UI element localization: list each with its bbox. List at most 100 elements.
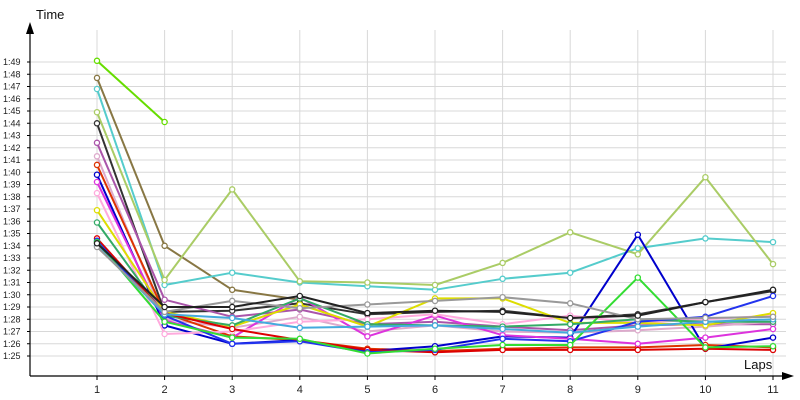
data-point[interactable]	[499, 341, 506, 349]
data-point[interactable]	[161, 318, 168, 325]
y-axis-arrow	[26, 22, 34, 34]
data-point[interactable]	[702, 235, 709, 242]
data-point[interactable]	[634, 231, 642, 238]
data-point[interactable]	[769, 325, 777, 333]
data-point[interactable]	[566, 229, 574, 236]
data-point[interactable]	[228, 325, 236, 333]
data-point[interactable]	[634, 251, 642, 258]
data-point[interactable]	[228, 186, 236, 193]
data-point[interactable]	[228, 340, 236, 348]
data-point[interactable]	[702, 334, 709, 341]
data-point[interactable]	[93, 161, 101, 169]
data-point[interactable]	[431, 307, 439, 314]
data-point[interactable]	[296, 292, 304, 300]
data-point[interactable]	[296, 278, 304, 285]
data-point[interactable]	[161, 303, 168, 311]
data-point[interactable]	[296, 318, 304, 325]
data-point[interactable]	[93, 57, 101, 65]
data-point[interactable]	[431, 322, 439, 329]
data-point[interactable]	[296, 335, 304, 343]
data-point[interactable]	[93, 240, 101, 247]
data-point[interactable]	[566, 300, 574, 307]
data-point[interactable]	[93, 85, 101, 93]
data-point[interactable]	[634, 274, 642, 281]
data-point[interactable]	[364, 350, 371, 357]
x-tick-label: 7	[500, 384, 506, 396]
data-point[interactable]	[431, 281, 439, 289]
y-tick-label: 1:31	[3, 278, 21, 288]
data-point[interactable]	[702, 298, 709, 306]
y-tick-label: 1:40	[3, 167, 21, 177]
data-point[interactable]	[769, 334, 777, 341]
y-tick-label: 1:45	[3, 106, 21, 116]
data-point[interactable]	[702, 314, 709, 322]
data-point[interactable]	[499, 335, 506, 343]
data-point[interactable]	[93, 108, 101, 116]
y-tick-label: 1:41	[3, 155, 21, 165]
data-point[interactable]	[634, 340, 642, 348]
data-point[interactable]	[364, 333, 371, 340]
data-point[interactable]	[93, 206, 101, 214]
data-point[interactable]	[566, 314, 574, 322]
data-point[interactable]	[634, 323, 642, 330]
data-point[interactable]	[161, 276, 168, 284]
data-point[interactable]	[364, 279, 371, 286]
data-point[interactable]	[431, 345, 439, 352]
data-point[interactable]	[93, 120, 101, 127]
series-line	[96, 77, 300, 301]
y-tick-label: 1:47	[3, 82, 21, 92]
axes: Time Laps	[26, 7, 794, 380]
data-point[interactable]	[228, 303, 236, 311]
data-point[interactable]	[161, 330, 168, 338]
data-point[interactable]	[93, 74, 101, 82]
data-point[interactable]	[769, 260, 777, 268]
data-point[interactable]	[93, 189, 101, 197]
series-3	[93, 108, 777, 289]
data-point[interactable]	[296, 324, 304, 332]
data-point[interactable]	[702, 344, 709, 351]
data-point[interactable]	[499, 293, 506, 301]
data-point[interactable]	[431, 297, 439, 305]
data-point[interactable]	[228, 297, 236, 305]
data-point[interactable]	[93, 171, 101, 178]
data-point[interactable]	[634, 346, 642, 354]
data-point[interactable]	[228, 269, 236, 276]
data-point[interactable]	[364, 309, 371, 317]
data-point[interactable]	[364, 323, 371, 330]
data-point[interactable]	[499, 325, 506, 333]
data-point[interactable]	[93, 178, 101, 186]
data-point[interactable]	[161, 242, 168, 250]
data-point[interactable]	[93, 219, 101, 226]
data-point[interactable]	[499, 275, 506, 283]
data-point[interactable]	[228, 334, 236, 341]
data-point[interactable]	[93, 139, 101, 147]
series-16	[93, 242, 777, 336]
y-axis-title: Time	[36, 7, 64, 22]
data-point[interactable]	[566, 320, 574, 328]
data-point[interactable]	[93, 153, 101, 160]
data-point[interactable]	[161, 296, 168, 303]
data-point[interactable]	[364, 301, 371, 308]
data-point[interactable]	[161, 118, 168, 126]
data-point[interactable]	[769, 292, 777, 300]
data-point[interactable]	[296, 304, 304, 312]
data-point[interactable]	[566, 341, 574, 349]
x-tick-label: 5	[364, 384, 370, 396]
data-point[interactable]	[702, 173, 709, 181]
data-point[interactable]	[769, 238, 777, 246]
data-point[interactable]	[769, 342, 777, 350]
series	[93, 57, 777, 357]
data-point[interactable]	[228, 314, 236, 322]
y-tick-label: 1:37	[3, 204, 21, 214]
data-point[interactable]	[634, 244, 642, 252]
data-point[interactable]	[499, 259, 506, 267]
data-point[interactable]	[499, 308, 506, 316]
data-point[interactable]	[769, 313, 777, 321]
data-point[interactable]	[228, 286, 236, 294]
y-tick-label: 1:27	[3, 327, 21, 337]
data-point[interactable]	[634, 312, 642, 319]
data-point[interactable]	[769, 286, 777, 294]
data-point[interactable]	[566, 269, 574, 276]
data-point[interactable]	[566, 329, 574, 336]
y-tick-label: 1:30	[3, 290, 21, 300]
